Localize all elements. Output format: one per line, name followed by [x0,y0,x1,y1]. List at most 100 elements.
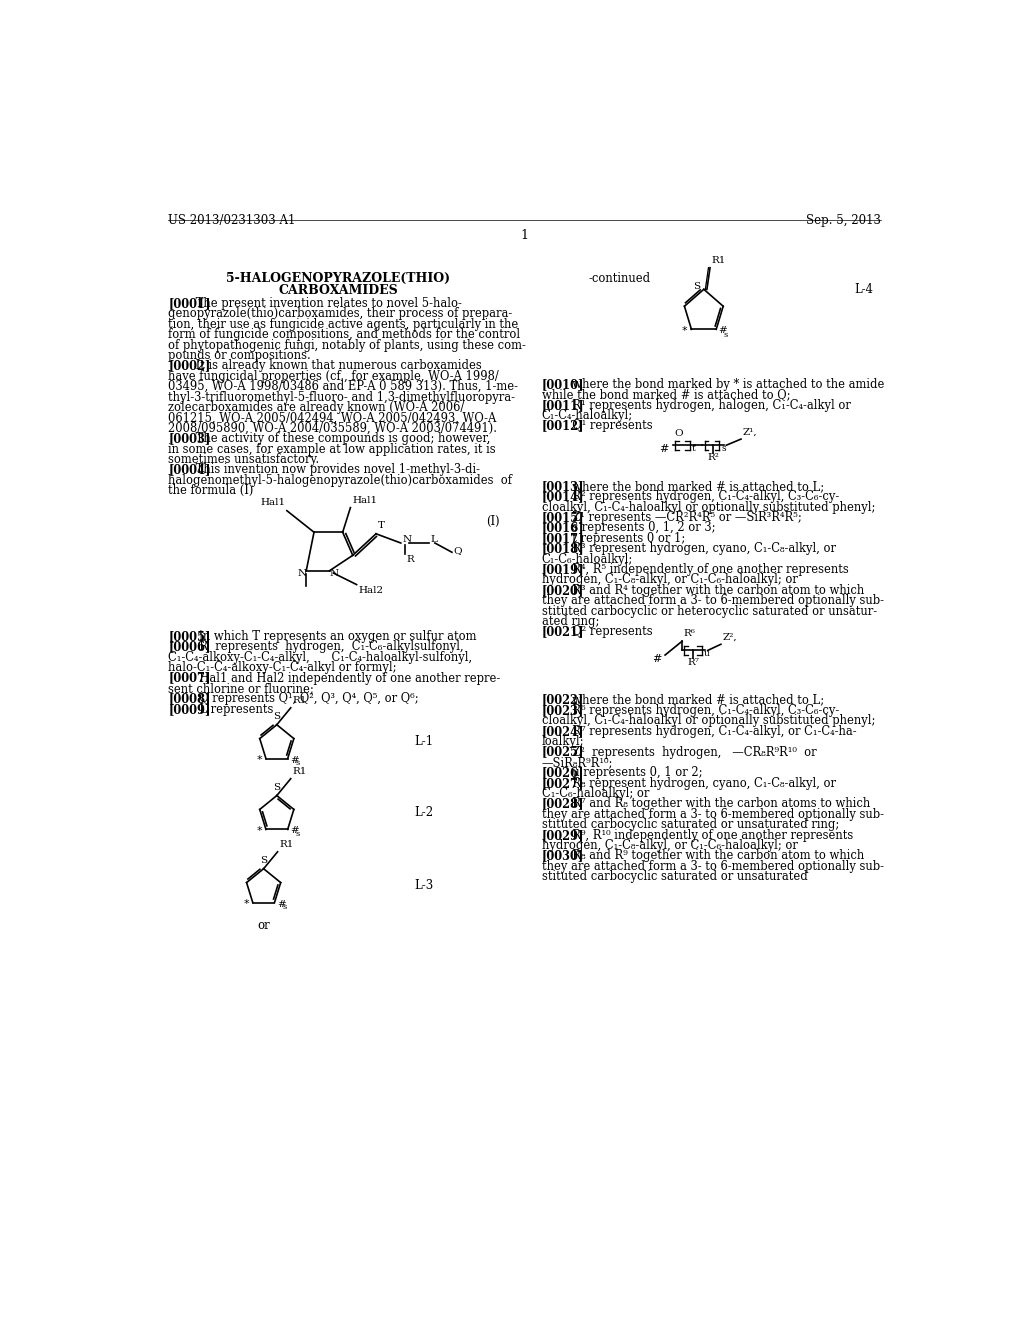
Text: C₁-C₆-haloalkyl;: C₁-C₆-haloalkyl; [542,553,633,566]
Text: R⁷ and R₈ together with the carbon atoms to which: R⁷ and R₈ together with the carbon atoms… [565,797,870,810]
Text: of phytopathogenic fungi, notably of plants, using these com-: of phytopathogenic fungi, notably of pla… [168,339,526,351]
Text: hydrogen, C₁-C₈-alkyl, or C₁-C₆-haloalkyl; or: hydrogen, C₁-C₈-alkyl, or C₁-C₆-haloalky… [542,840,798,853]
Text: 1: 1 [521,230,528,243]
Text: Hal2: Hal2 [358,586,383,595]
Text: The activity of these compounds is good; however,: The activity of these compounds is good;… [191,432,490,445]
Text: It is already known that numerous carboxamides: It is already known that numerous carbox… [191,359,481,372]
Text: [0022]: [0022] [542,693,585,706]
Text: [0013]: [0013] [542,480,585,492]
Text: stituted carbocyclic or heterocyclic saturated or unsatur-: stituted carbocyclic or heterocyclic sat… [542,605,877,618]
Text: sometimes unsatisfactory.: sometimes unsatisfactory. [168,453,319,466]
Text: C₁-C₆-haloalkyl; or: C₁-C₆-haloalkyl; or [542,787,649,800]
Text: Z²,: Z², [722,634,737,642]
Text: u represents 0, 1 or 2;: u represents 0, 1 or 2; [565,767,702,779]
Text: t: t [692,444,696,453]
Text: Sep. 5, 2013: Sep. 5, 2013 [806,214,882,227]
Text: 5-HALOGENOPYRAZOLE(THIO): 5-HALOGENOPYRAZOLE(THIO) [226,272,451,285]
Text: [0016]: [0016] [542,521,585,535]
Text: Hal1: Hal1 [260,498,286,507]
Text: [0004]: [0004] [168,463,211,477]
Text: [0011]: [0011] [542,399,585,412]
Text: C₁-C₄-haloalkyl;: C₁-C₄-haloalkyl; [542,409,633,422]
Text: #: # [290,826,299,836]
Text: [0027]: [0027] [542,776,585,789]
Text: (I): (I) [486,515,500,528]
Text: 061215, WO-A 2005/042494, WO-A 2005/042493, WO-A: 061215, WO-A 2005/042494, WO-A 2005/0424… [168,412,497,424]
Text: The present invention relates to novel 5-halo-: The present invention relates to novel 5… [191,297,462,310]
Text: [0019]: [0019] [542,564,585,576]
Text: have fungicidal properties (cf., for example, WO-A 1998/: have fungicidal properties (cf., for exa… [168,370,499,383]
Text: R: R [407,556,414,565]
Text: #: # [659,444,669,454]
Text: R² represents hydrogen, C₁-C₄-alkyl, C₃-C₆-cy-: R² represents hydrogen, C₁-C₄-alkyl, C₃-… [565,490,840,503]
Text: R1: R1 [292,697,306,705]
Text: S: S [273,711,281,721]
Text: Z²  represents  hydrogen,   —CR₈R⁹R¹⁰  or: Z² represents hydrogen, —CR₈R⁹R¹⁰ or [565,746,817,759]
Text: where the bond marked by * is attached to the amide: where the bond marked by * is attached t… [565,378,885,391]
Text: #: # [276,900,286,908]
Text: s: s [722,444,726,453]
Text: R⁹, R¹⁰ independently of one another represents: R⁹, R¹⁰ independently of one another rep… [565,829,854,842]
Text: US 2013/0231303 A1: US 2013/0231303 A1 [168,214,296,227]
Text: 03495, WO-A 1998/03486 and EP-A 0 589 313). Thus, 1-me-: 03495, WO-A 1998/03486 and EP-A 0 589 31… [168,380,518,393]
Text: where the bond marked # is attached to L;: where the bond marked # is attached to L… [565,693,824,706]
Text: C₁-C₄-alkoxy-C₁-C₄-alkyl,      C₁-C₄-haloalkyl-sulfonyl,: C₁-C₄-alkoxy-C₁-C₄-alkyl, C₁-C₄-haloalky… [168,651,472,664]
Text: Q¹ represents: Q¹ represents [565,420,653,433]
Text: in some cases, for example at low application rates, it is: in some cases, for example at low applic… [168,442,496,455]
Text: thyl-3-trifluoromethyl-5-fluoro- and 1,3-dimethylfluoropyra-: thyl-3-trifluoromethyl-5-fluoro- and 1,3… [168,391,515,404]
Text: s: s [295,759,300,767]
Text: R⁷: R⁷ [687,659,699,667]
Text: L-1: L-1 [415,735,434,748]
Text: [0020]: [0020] [542,583,585,597]
Text: [0009]: [0009] [168,702,211,715]
Text: ated ring;: ated ring; [542,615,599,628]
Text: sent chlorine or fluorine;: sent chlorine or fluorine; [168,682,314,696]
Text: [0018]: [0018] [542,543,585,556]
Text: in which T represents an oxygen or sulfur atom: in which T represents an oxygen or sulfu… [191,630,476,643]
Text: [0023]: [0023] [542,704,585,717]
Text: L represents: L represents [191,702,273,715]
Text: #: # [652,653,662,664]
Text: 2008/095890, WO-A 2004/035589, WO-A 2003/074491).: 2008/095890, WO-A 2004/035589, WO-A 2003… [168,422,498,434]
Text: T: T [378,521,385,529]
Text: they are attached form a 3- to 6-membered optionally sub-: they are attached form a 3- to 6-membere… [542,859,884,873]
Text: L: L [430,536,437,544]
Text: R⁶ represents hydrogen, C₁-C₄-alkyl, C₃-C₆-cy-: R⁶ represents hydrogen, C₁-C₄-alkyl, C₃-… [565,704,840,717]
Text: [0008]: [0008] [168,693,211,705]
Text: [0029]: [0029] [542,829,585,842]
Text: halo-C₁-C₄-alkoxy-C₁-C₄-alkyl or formyl;: halo-C₁-C₄-alkoxy-C₁-C₄-alkyl or formyl; [168,661,397,675]
Text: [0021]: [0021] [542,626,585,639]
Text: R  represents  hydrogen,  C₁-C₆-alkylsulfonyl,: R represents hydrogen, C₁-C₆-alkylsulfon… [191,640,463,653]
Text: R³ represent hydrogen, cyano, C₁-C₈-alkyl, or: R³ represent hydrogen, cyano, C₁-C₈-alky… [565,543,837,556]
Text: stituted carbocyclic saturated or unsaturated ring;: stituted carbocyclic saturated or unsatu… [542,818,839,832]
Text: they are attached form a 3- to 6-membered optionally sub-: they are attached form a 3- to 6-membere… [542,594,884,607]
Text: R⁴, R⁵ independently of one another represents: R⁴, R⁵ independently of one another repr… [565,564,849,576]
Text: -continued: -continued [589,272,650,285]
Text: loalkyl;: loalkyl; [542,735,585,748]
Text: Hal1 and Hal2 independently of one another repre-: Hal1 and Hal2 independently of one anoth… [191,672,500,685]
Text: Q² represents: Q² represents [565,626,653,639]
Text: [0012]: [0012] [542,420,585,433]
Text: N: N [297,569,306,578]
Text: [0003]: [0003] [168,432,211,445]
Text: [0026]: [0026] [542,767,585,779]
Text: R1: R1 [712,256,726,265]
Text: L-2: L-2 [415,807,434,818]
Text: s: s [283,903,287,911]
Text: #: # [290,755,299,764]
Text: [0010]: [0010] [542,378,585,391]
Text: tion, their use as fungicide active agents, particularly in the: tion, their use as fungicide active agen… [168,318,518,331]
Text: [0015]: [0015] [542,511,585,524]
Text: where the bond marked # is attached to L;: where the bond marked # is attached to L… [565,480,824,492]
Text: s: s [295,830,300,838]
Text: R1: R1 [280,841,294,850]
Text: R¹ represents hydrogen, halogen, C₁-C₄-alkyl or: R¹ represents hydrogen, halogen, C₁-C₄-a… [565,399,851,412]
Text: Hal1: Hal1 [352,495,377,504]
Text: #: # [719,326,727,335]
Text: L-4: L-4 [855,284,873,296]
Text: [0025]: [0025] [542,746,585,759]
Text: hydrogen, C₁-C₈-alkyl, or C₁-C₆-haloalkyl; or: hydrogen, C₁-C₈-alkyl, or C₁-C₆-haloalky… [542,573,798,586]
Text: R⁶: R⁶ [684,630,695,638]
Text: *: * [682,326,687,335]
Text: [0028]: [0028] [542,797,585,810]
